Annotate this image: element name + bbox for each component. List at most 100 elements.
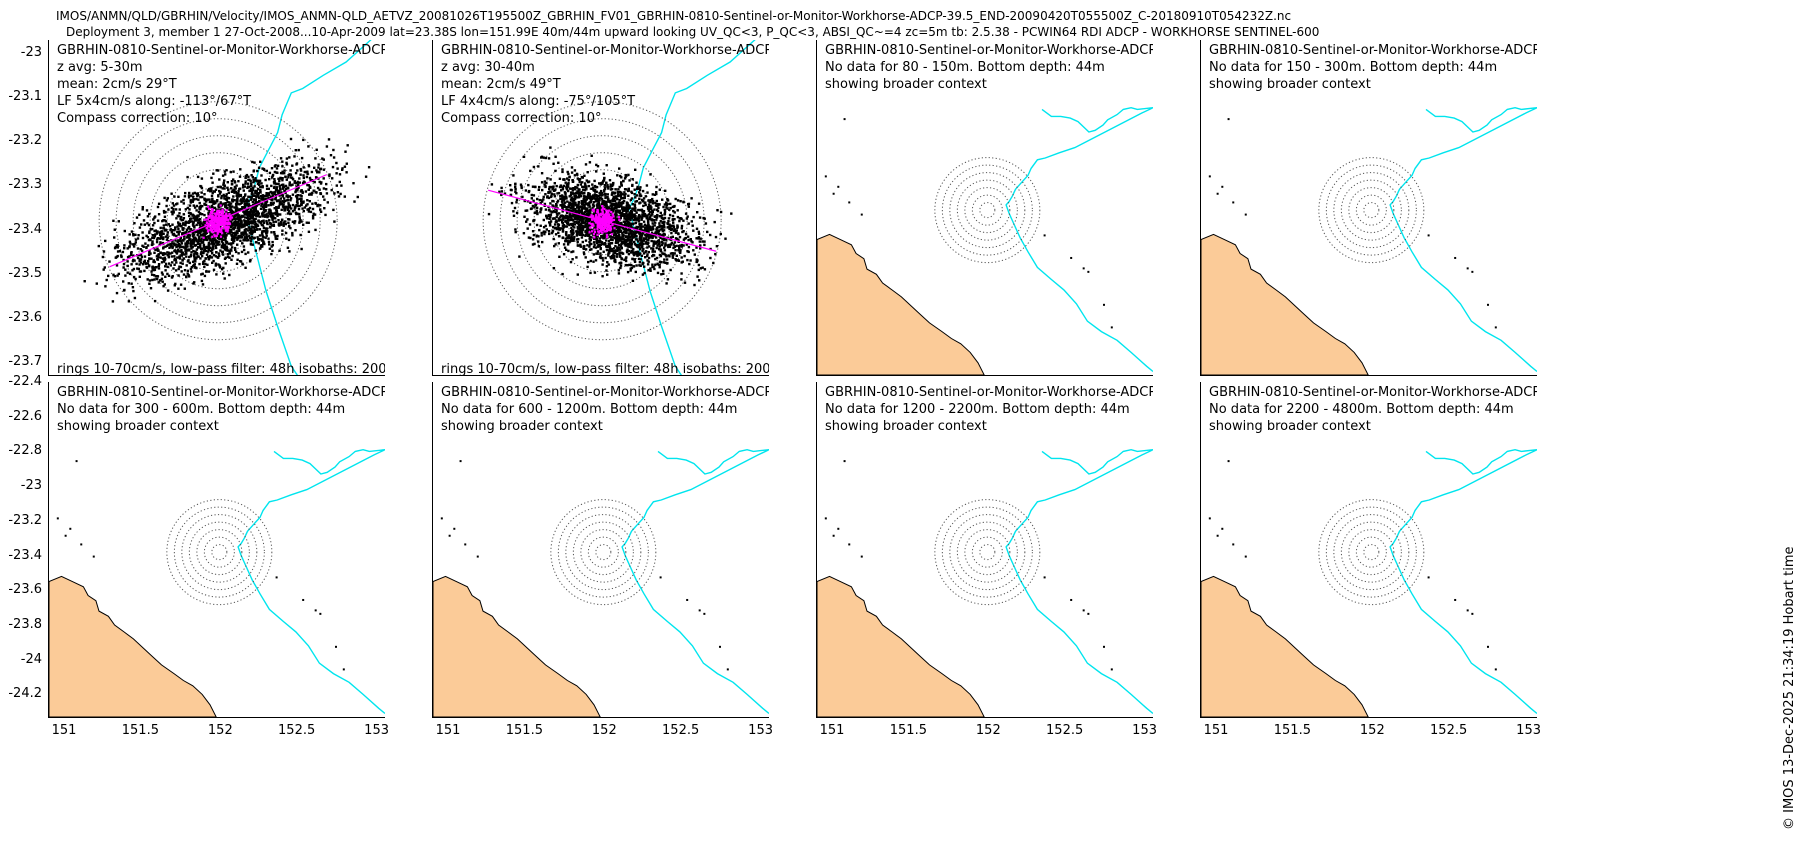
island-mark: [1427, 234, 1430, 237]
island-mark: [1471, 270, 1474, 273]
island-mark: [686, 598, 689, 601]
x-tick-label: 152: [975, 723, 1001, 738]
island-mark: [837, 527, 840, 530]
speed-ring: [1363, 544, 1380, 561]
panel-info-line: No data for 150 - 300m. Bottom depth: 44…: [1209, 60, 1498, 75]
island-mark: [448, 534, 451, 537]
panel-instrument-title: GBRHIN-0810-Sentinel-or-Monitor-Workhors…: [57, 43, 385, 58]
speed-ring: [166, 499, 273, 606]
x-tick-label: 151: [1203, 723, 1229, 738]
x-tick-label: 152.5: [662, 723, 700, 738]
y-tick-label: -23.2: [8, 133, 42, 149]
island-mark: [1494, 326, 1497, 329]
speed-ring: [934, 157, 1041, 264]
panel-instrument-title: GBRHIN-0810-Sentinel-or-Monitor-Workhors…: [441, 43, 769, 58]
speed-ring: [979, 202, 996, 219]
panel-info-line: showing broader context: [1209, 419, 1371, 434]
panel-info-line: showing broader context: [1209, 77, 1371, 92]
plot-panel: GBRHIN-0810-Sentinel-or-Monitor-Workhors…: [816, 382, 1153, 718]
island-mark: [1244, 555, 1247, 558]
y-tick-label: -23.8: [8, 617, 42, 632]
island-mark: [64, 534, 67, 537]
island-mark: [718, 645, 721, 648]
speed-ring: [941, 506, 1033, 598]
speed-ring: [956, 179, 1018, 241]
speed-ring: [964, 187, 1011, 234]
island-mark: [1087, 270, 1090, 273]
speed-ring: [482, 101, 722, 341]
isobath-line: [628, 40, 756, 375]
x-tick-label: 153: [1132, 723, 1157, 738]
isobath-line: [1389, 106, 1537, 373]
island-mark: [440, 517, 443, 520]
island-mark: [1216, 192, 1219, 195]
y-tick-label: -23.6: [8, 582, 42, 598]
speed-ring: [1333, 514, 1410, 591]
coastline-land: [49, 575, 217, 717]
island-mark: [1216, 534, 1219, 537]
island-mark: [275, 576, 278, 579]
island-mark: [476, 555, 479, 558]
speed-ring: [971, 536, 1003, 568]
speed-ring: [1348, 187, 1395, 234]
speed-ring: [956, 521, 1018, 583]
speed-ring: [1325, 506, 1417, 598]
island-mark: [1244, 213, 1247, 216]
island-mark: [56, 517, 59, 520]
x-tick-label: 151: [51, 723, 77, 738]
panel-info-line: z avg: 30-40m: [441, 60, 535, 75]
speed-ring: [1355, 194, 1387, 226]
speed-ring: [1355, 536, 1387, 568]
speed-ring: [580, 529, 627, 576]
island-mark: [334, 645, 337, 648]
lowpass-scatter: [202, 204, 234, 239]
panel-info: GBRHIN-0810-Sentinel-or-Monitor-Workhors…: [441, 384, 769, 435]
coastline-land: [1201, 575, 1369, 717]
plot-area: [817, 448, 1153, 717]
panel-info-line: mean: 2cm/s 49°T: [441, 77, 561, 92]
island-mark: [832, 534, 835, 537]
x-tick-label: 152.5: [1430, 723, 1468, 738]
speed-ring: [115, 118, 321, 324]
figure-path-title: IMOS/ANMN/QLD/GBRHIN/Velocity/IMOS_ANMN-…: [56, 9, 1292, 23]
x-tick-label: 151.5: [121, 723, 159, 738]
panel-info: GBRHIN-0810-Sentinel-or-Monitor-Workhors…: [441, 42, 769, 127]
y-tick-label: -23: [20, 478, 42, 494]
island-mark: [1082, 267, 1085, 270]
island-mark: [843, 460, 846, 463]
island-mark: [1454, 256, 1457, 259]
speed-ring: [587, 536, 619, 568]
speed-ring: [557, 506, 649, 598]
island-mark: [659, 576, 662, 579]
panel-info-line: Compass correction: 10°: [57, 111, 218, 126]
island-mark: [75, 460, 78, 463]
island-mark: [1110, 326, 1113, 329]
panel-info-line: showing broader context: [825, 419, 987, 434]
deployment-info: Deployment 3, member 1 27-Oct-2008...10-…: [66, 25, 1320, 39]
isobath-line: [244, 40, 372, 375]
island-mark: [459, 460, 462, 463]
island-mark: [1227, 118, 1230, 121]
coastline-land: [1201, 233, 1369, 375]
speed-ring: [949, 172, 1026, 249]
coastline-land: [817, 233, 985, 375]
panel-info-line: No data for 2200 - 4800m. Bottom depth: …: [1209, 402, 1514, 417]
speed-ring: [211, 544, 228, 561]
y-tick-label: -22.4: [8, 374, 42, 389]
island-mark: [1102, 303, 1105, 306]
panel-info-line: showing broader context: [441, 419, 603, 434]
plot-area: [817, 106, 1153, 375]
isobath-line: [1389, 448, 1537, 715]
island-mark: [837, 185, 840, 188]
y-tick-label: -24.2: [8, 686, 42, 702]
panel-info-line: LF 5x4cm/s along: -113°/67°T: [57, 94, 252, 109]
island-mark: [848, 201, 851, 204]
island-mark: [824, 175, 827, 178]
speed-ring: [934, 499, 1041, 606]
x-tick-label: 153: [748, 723, 773, 738]
plot-panel: GBRHIN-0810-Sentinel-or-Monitor-Workhors…: [48, 382, 385, 718]
principal-axis-line: [488, 189, 717, 252]
isobath-line: [237, 448, 385, 715]
panel-info-line: No data for 80 - 150m. Bottom depth: 44m: [825, 60, 1105, 75]
speed-ring: [181, 514, 258, 591]
